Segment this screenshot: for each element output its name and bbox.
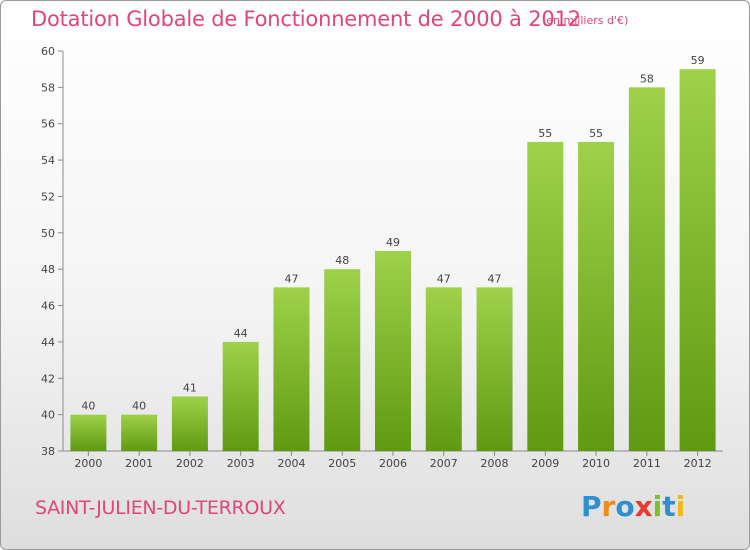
bar-value-label-2003: 44 [234, 327, 248, 340]
x-tick-label: 2008 [481, 457, 509, 470]
y-tick-label: 54 [41, 154, 55, 167]
x-tick-label: 2005 [328, 457, 356, 470]
bar-value-label-2001: 40 [132, 400, 146, 413]
proxiti-logo: Proxiti [581, 490, 685, 523]
y-axis: 38 40 42 44 46 48 50 52 54 56 58 60 [41, 45, 64, 458]
y-tick-label: 38 [41, 445, 55, 458]
y-tick-label: 44 [41, 336, 55, 349]
bar-value-label-2011: 58 [640, 72, 654, 85]
bar-2007 [425, 287, 462, 451]
bar-2002 [171, 396, 208, 451]
bar-value-label-2000: 40 [81, 400, 95, 413]
x-tick-label: 2007 [430, 457, 458, 470]
x-tick-label: 2006 [379, 457, 407, 470]
bar-2003 [222, 341, 259, 451]
logo-letter: o [615, 490, 635, 523]
bar-value-labels: 40 40 41 44 47 48 49 47 47 55 55 58 59 [81, 54, 704, 412]
x-tick-label: 2002 [176, 457, 204, 470]
bar-2008 [476, 287, 513, 451]
bar-value-label-2010: 55 [589, 127, 603, 140]
bar-value-label-2002: 41 [183, 381, 197, 394]
y-tick-label: 42 [41, 372, 55, 385]
x-tick-label: 2011 [633, 457, 661, 470]
x-tick-label: 2012 [684, 457, 712, 470]
bar-value-label-2009: 55 [538, 127, 552, 140]
logo-letter: x [634, 490, 653, 523]
chart-title: Dotation Globale de Fonctionnement de 20… [31, 7, 581, 31]
y-tick-label: 60 [41, 45, 55, 58]
logo-letter: t [662, 490, 676, 523]
y-tick-label: 40 [41, 409, 55, 422]
logo-letter: r [601, 490, 616, 523]
bar-value-label-2006: 49 [386, 236, 400, 249]
bar-2001 [121, 414, 158, 451]
bar-2005 [324, 269, 361, 451]
x-tick-label: 2004 [277, 457, 305, 470]
commune-name: SAINT-JULIEN-DU-TERROUX [35, 497, 286, 519]
y-tick-label: 52 [41, 190, 55, 203]
bars [70, 69, 716, 451]
y-tick-label: 50 [41, 227, 55, 240]
x-tick-label: 2010 [582, 457, 610, 470]
bar-2009 [527, 141, 564, 451]
chart-subtitle: (en milliers d'€) [542, 14, 629, 27]
x-tick-label: 2003 [227, 457, 255, 470]
bar-value-label-2005: 48 [335, 254, 349, 267]
x-tick-label: 2001 [125, 457, 153, 470]
bar-value-label-2007: 47 [437, 272, 451, 285]
bar-value-label-2004: 47 [284, 272, 298, 285]
bar-2004 [273, 287, 310, 451]
bar-value-label-2008: 47 [488, 272, 502, 285]
x-axis: 2000 2001 2002 2003 2004 2005 2006 2007 2008 2009… [63, 450, 723, 470]
logo-letter: i [675, 490, 686, 523]
bar-2006 [375, 251, 411, 451]
logo-letter: P [581, 490, 602, 523]
logo-letter: i [652, 490, 663, 523]
y-tick-label: 56 [41, 118, 55, 131]
bar-value-label-2012: 59 [691, 54, 705, 67]
y-tick-label: 46 [41, 300, 55, 313]
y-tick-label: 48 [41, 263, 55, 276]
y-tick-label: 58 [41, 81, 55, 94]
bar-2000 [70, 414, 107, 451]
x-tick-label: 2000 [74, 457, 102, 470]
bar-2011 [628, 87, 665, 451]
bar-2010 [578, 141, 615, 451]
x-tick-label: 2009 [531, 457, 559, 470]
bar-2012 [679, 69, 716, 451]
